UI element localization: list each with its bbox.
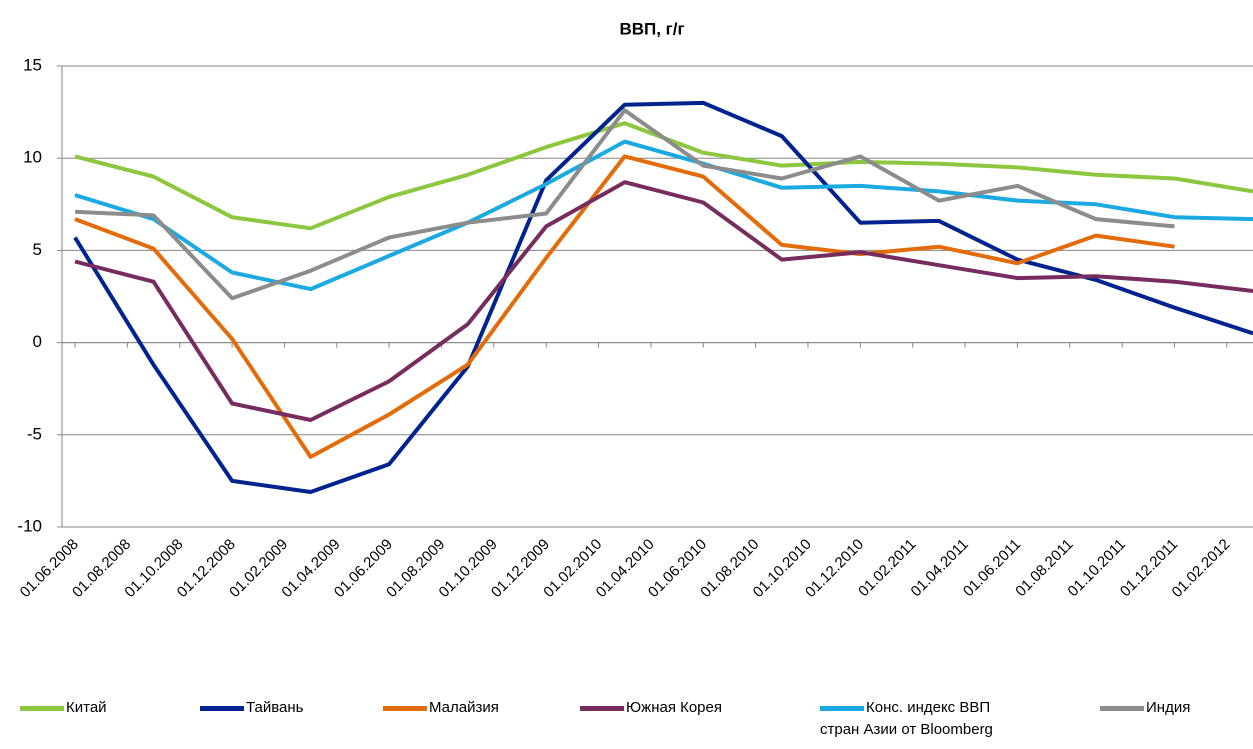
- y-tick-label: 5: [33, 240, 42, 259]
- y-tick-label: 15: [23, 55, 42, 74]
- legend-label: Южная Корея: [626, 699, 722, 716]
- legend-item: Китай: [20, 697, 107, 719]
- legend-item: Тайвань: [200, 697, 303, 719]
- series-line: [73, 100, 1253, 494]
- legend-item: Южная Корея: [580, 697, 722, 719]
- y-tick-label: 10: [23, 148, 42, 167]
- legend-swatch: [820, 705, 864, 711]
- legend-label: Малайзия: [429, 699, 499, 716]
- series-line: [74, 108, 1175, 301]
- legend-item: Конс. индекс ВВП стран Азии от Bloomberg: [820, 697, 1020, 741]
- chart: ВВП, г/г -10-505101501.06.200801.08.2008…: [17, 19, 1253, 601]
- y-tick-label: -10: [17, 516, 42, 535]
- legend-swatch: [200, 705, 244, 711]
- series-line: [74, 180, 1253, 422]
- legend-label: Тайвань: [246, 699, 304, 716]
- legend-swatch: [20, 705, 64, 711]
- legend-item: Малайзия: [383, 697, 499, 719]
- y-tick-label: 0: [33, 332, 42, 351]
- legend-swatch: [580, 705, 624, 711]
- legend-label: Китай: [66, 699, 107, 716]
- legend: Китай Тайвань Малайзия Южная Корея Конс. инд…: [0, 697, 1253, 749]
- y-tick-label: -5: [27, 424, 42, 443]
- legend-label: Индия: [1146, 699, 1191, 716]
- chart-title: ВВП, г/г: [619, 19, 684, 38]
- legend-swatch: [383, 705, 427, 711]
- legend-swatch: [1100, 705, 1144, 711]
- series-line: [74, 139, 1253, 292]
- legend-item: Индия: [1100, 697, 1190, 719]
- series-line: [74, 154, 1175, 459]
- legend-label: Конс. индекс ВВП стран Азии от Bloomberg: [820, 699, 993, 738]
